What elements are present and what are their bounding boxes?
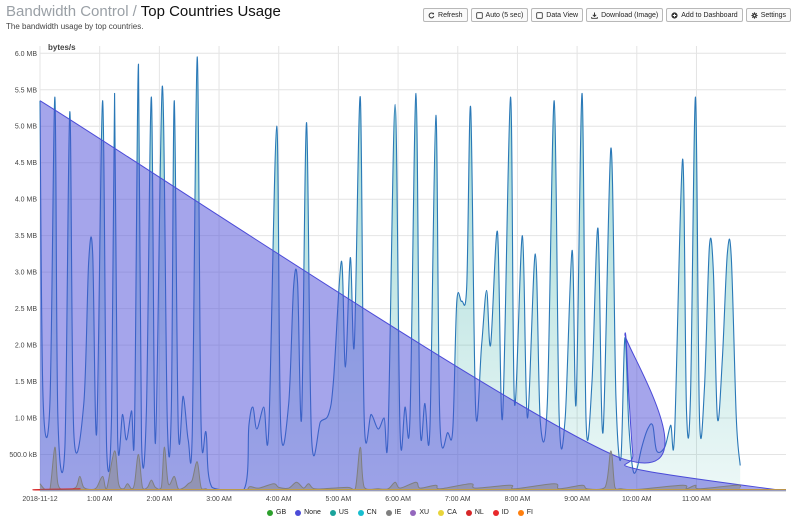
download-image-button[interactable]: Download (Image) [586,8,664,22]
chart-legend: GB None US CN IE XU CA NL ID FI [0,509,800,516]
refresh-icon [428,12,435,18]
x-tick-label: 1:00 AM [87,496,113,502]
legend-swatch [438,509,445,516]
legend-label: CA [447,509,457,516]
download-label: Download (Image) [601,11,659,19]
breadcrumb-separator: / [132,3,137,20]
x-tick-label: 7:00 AM [445,496,471,502]
refresh-button[interactable]: Refresh [423,8,468,22]
settings-button[interactable]: Settings [745,8,791,22]
legend-label: GB [276,509,287,516]
legend-item-none[interactable]: None [295,509,321,516]
legend-item-gb[interactable]: GB [267,509,286,516]
y-tick-label: 4.5 MB [15,160,38,167]
x-tick-label: 10:00 AM [622,496,652,502]
gear-icon [751,11,758,19]
settings-label: Settings [760,11,786,19]
legend-label: US [338,509,349,516]
legend-swatch [492,509,499,516]
x-tick-label: 4:00 AM [266,496,292,502]
download-icon [591,12,598,19]
checkbox-icon [536,11,544,19]
legend-swatch [357,509,364,516]
y-tick-label: 4.0 MB [15,197,38,204]
x-tick-label: 11:00 AM [682,496,711,502]
y-tick-label: 3.5 MB [15,233,38,240]
legend-label: None [304,509,321,516]
auto-refresh-toggle[interactable]: Auto (5 sec) [470,8,529,22]
legend-item-fi[interactable]: FI [517,509,533,516]
breadcrumb: Bandwidth Control / Top Countries Usage [6,3,281,21]
x-tick-label: 5:00 AM [326,496,352,502]
chart-series[interactable] [32,56,787,492]
x-tick-label: 3:00 AM [206,496,232,502]
x-tick-label: 2:00 AM [147,496,173,502]
plus-circle-icon [671,11,678,19]
page-subtitle: The bandwidth usage by top countries. [6,22,144,31]
bandwidth-area-chart[interactable]: 500.0 kB 1.0 MB 1.5 MB 2.0 MB 2.5 MB 3.0 MB 3.… [0,40,800,502]
y-tick-label: 5.0 MB [15,124,38,131]
legend-item-xu[interactable]: XU [410,509,429,516]
legend-item-ca[interactable]: CA [438,509,457,516]
legend-item-us[interactable]: US [329,509,349,516]
chart-axes: 500.0 kB 1.0 MB 1.5 MB 2.0 MB 2.5 MB 3.0 MB 3.… [9,51,786,502]
checkbox-icon [475,11,483,19]
legend-label: XU [419,509,430,516]
legend-swatch [267,509,273,516]
page-title: Top Countries Usage [140,3,281,20]
legend-label: IE [394,509,402,516]
data-view-label: Data View [546,11,579,19]
legend-label: ID [501,509,509,516]
y-tick-label: 6.0 MB [15,51,38,58]
legend-swatch [410,509,417,516]
legend-item-cn[interactable]: CN [357,509,377,516]
x-tick-label: 8:00 AM [505,496,531,502]
breadcrumb-parent[interactable]: Bandwidth Control [6,3,129,20]
chart-gridlines [39,46,786,491]
legend-label: FI [526,509,533,516]
legend-item-ie[interactable]: IE [385,509,402,516]
y-tick-label: 3.0 MB [15,270,38,277]
add-to-dashboard-label: Add to Dashboard [681,11,738,19]
refresh-label: Refresh [438,11,463,19]
series-area-none [40,100,786,491]
series-line-none [39,100,787,492]
y-tick-label: 5.5 MB [15,87,38,94]
legend-label: CN [366,509,377,516]
add-to-dashboard-button[interactable]: Add to Dashboard [666,8,743,22]
y-tick-label: 1.5 MB [15,379,38,386]
legend-swatch [295,509,302,516]
auto-refresh-label: Auto (5 sec) [485,11,524,19]
y-tick-label: 1.0 MB [15,416,38,423]
toolbar: Refresh Auto (5 sec) Data View Download … [423,8,791,22]
x-tick-label: 2018-11-12 [22,496,57,502]
y-axis-label: bytes/s [48,43,76,52]
series-line-ie [39,446,742,492]
page-header: Bandwidth Control / Top Countries Usage Th… [6,3,281,31]
data-view-toggle[interactable]: Data View [531,8,584,22]
legend-swatch [465,509,472,516]
legend-swatch [329,509,336,516]
y-tick-label: 500.0 kB [9,452,37,459]
legend-item-nl[interactable]: NL [465,509,484,516]
x-tick-label: 6:00 AM [385,496,411,502]
x-tick-label: 9:00 AM [564,496,590,502]
legend-item-id[interactable]: ID [492,509,509,516]
y-tick-label: 2.5 MB [15,306,38,313]
legend-swatch [517,509,524,516]
legend-swatch [385,509,392,516]
legend-label: NL [474,509,484,516]
y-tick-label: 2.0 MB [15,343,38,350]
